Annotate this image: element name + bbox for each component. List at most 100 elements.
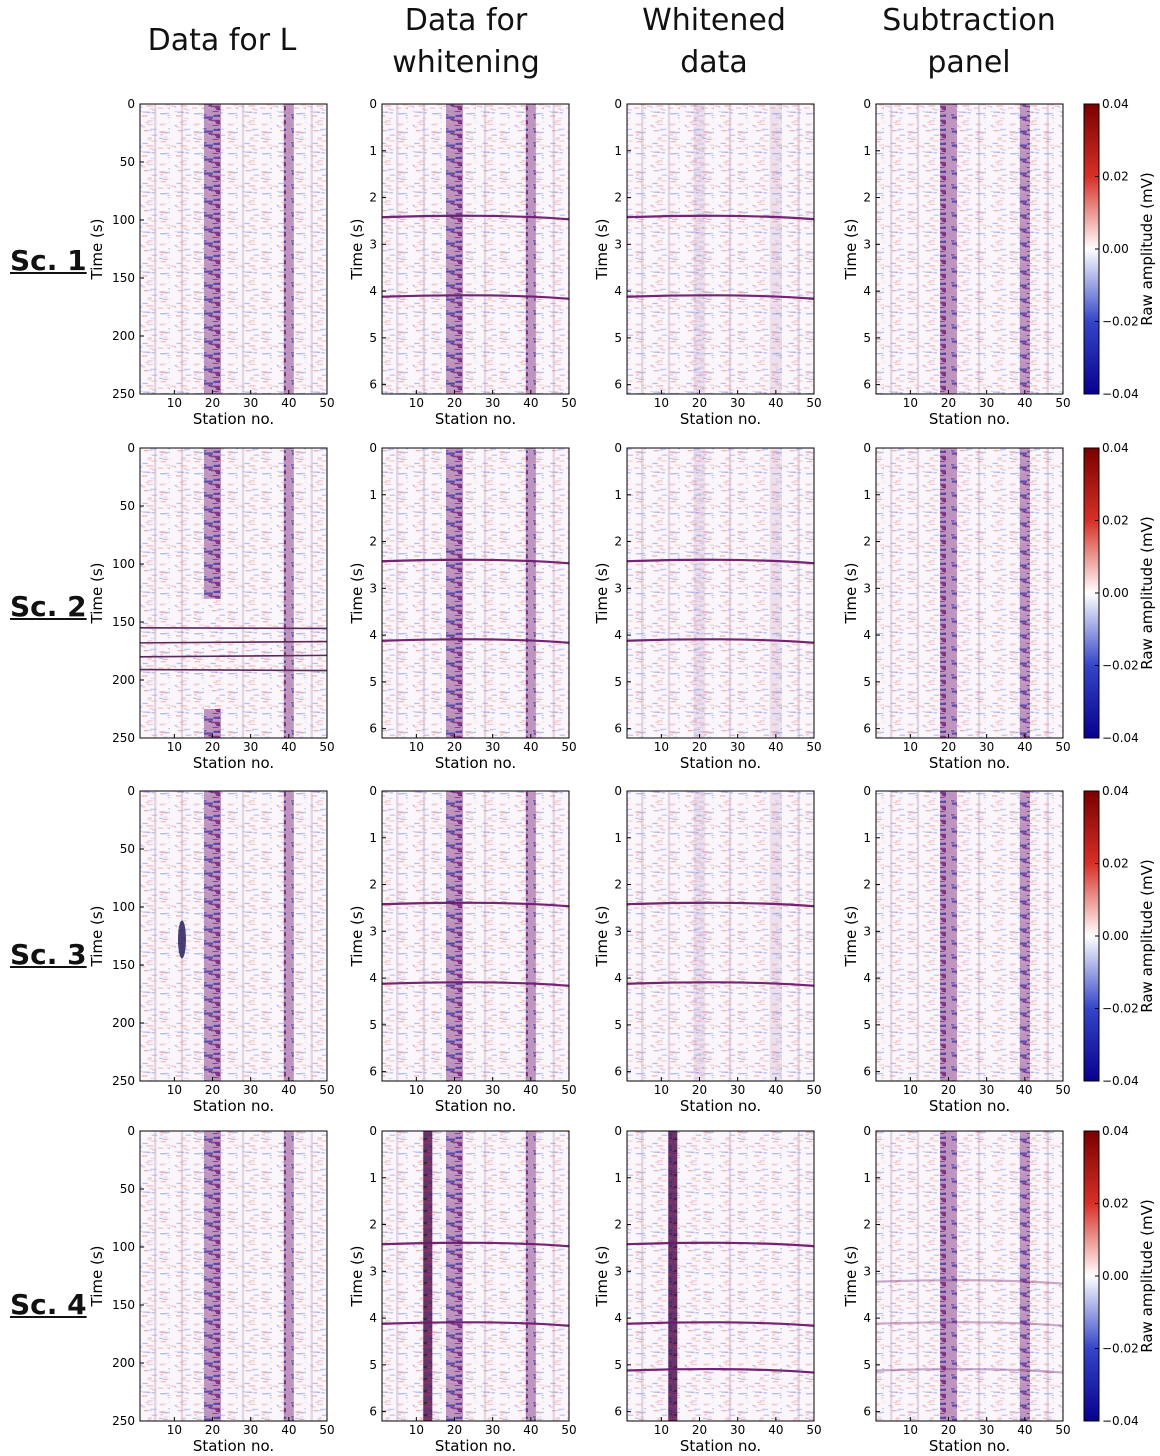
y-tick-label: 100 (112, 557, 135, 571)
y-tick-label: 4 (863, 284, 871, 298)
station-trace (797, 104, 800, 394)
y-tick-label: 1 (614, 144, 622, 158)
axes-frame (626, 447, 815, 739)
y-tick-label: 6 (614, 378, 622, 392)
axes-frame (875, 103, 1064, 395)
axes-frame (139, 790, 328, 1082)
y-tick-label: 200 (112, 1016, 135, 1030)
y-tick-label: 3 (614, 924, 622, 938)
colorbar-tick-label: −0.02 (1102, 659, 1139, 673)
y-tick-label: 6 (863, 1065, 871, 1079)
arrival-line (381, 558, 570, 565)
arrival-line (875, 1279, 1064, 1285)
y-tick-label: 3 (369, 1264, 377, 1278)
station-trace (154, 791, 157, 1081)
panel-r3-c1: 10 20 30 40 50 Station no. 0 50 100 150 200 250 Time… (88, 784, 335, 1115)
station-trace (890, 104, 893, 394)
station-trace (180, 104, 184, 394)
axes-frame (381, 790, 570, 1082)
arrival-line (626, 214, 815, 221)
station-trace (396, 448, 399, 738)
x-tick-label: 50 (806, 1423, 821, 1437)
x-tick-label: 40 (523, 740, 538, 754)
colorbar-tick-label: 0.02 (1102, 857, 1129, 871)
station-trace (977, 104, 981, 394)
y-tick-label: 5 (863, 1358, 871, 1372)
station-trace (797, 448, 800, 738)
x-tick-label: 20 (447, 1083, 462, 1097)
colorbar-tick-label: 0.02 (1102, 514, 1129, 528)
y-tick-label: 1 (863, 831, 871, 845)
y-tick-label: 5 (614, 1018, 622, 1032)
noise-texture (140, 104, 327, 394)
y-tick-label: 4 (863, 628, 871, 642)
station-trace (396, 104, 399, 394)
y-tick-label: 4 (369, 971, 377, 985)
y-tick-label: 0 (863, 97, 871, 111)
noise-burst-line (139, 640, 328, 644)
signal-band (283, 1131, 294, 1421)
x-tick-label: 40 (1017, 1083, 1032, 1097)
station-trace (310, 104, 313, 394)
y-axis-label: Time (s) (842, 1246, 860, 1308)
noise-burst-line (139, 626, 328, 630)
x-tick-label: 30 (243, 740, 258, 754)
signal-band (1019, 791, 1030, 1081)
arrival-line (626, 294, 815, 300)
y-tick-label: 2 (863, 535, 871, 549)
y-tick-label: 2 (614, 878, 622, 892)
x-tick-label: 40 (281, 1083, 296, 1097)
arrival-line (381, 214, 570, 221)
x-tick-label: 10 (654, 1083, 669, 1097)
y-tick-label: 3 (369, 924, 377, 938)
x-tick-label: 10 (654, 740, 669, 754)
x-tick-label: 10 (167, 1423, 182, 1437)
x-tick-label: 20 (941, 1083, 956, 1097)
x-tick-label: 10 (654, 396, 669, 410)
x-tick-label: 10 (409, 740, 424, 754)
panel-r4-c4: 10 20 30 40 50 Station no. 0 1 2 3 4 5 6 Time (s) (842, 1124, 1071, 1455)
y-tick-label: 4 (863, 1311, 871, 1325)
colorbar-tick-label: 0.02 (1102, 1197, 1129, 1211)
column-title-4: Subtraction panel (882, 3, 1056, 80)
panel-r3-c4: 10 20 30 40 50 Station no. 0 1 2 3 4 5 6 Time (s) (842, 784, 1071, 1115)
y-tick-label: 1 (614, 831, 622, 845)
column-title-2: Data for whitening (392, 3, 540, 80)
signal-band (668, 1131, 678, 1421)
y-axis-label: Time (s) (593, 563, 611, 625)
y-tick-label: 0 (614, 1124, 622, 1138)
y-tick-label: 3 (369, 237, 377, 251)
y-tick-label: 5 (614, 1358, 622, 1372)
panel-r2-c3: 10 20 30 40 50 Station no. 0 1 2 3 4 5 6 Time (s) (593, 441, 822, 772)
x-tick-label: 50 (806, 396, 821, 410)
station-trace (797, 791, 800, 1081)
y-tick-label: 0 (863, 1124, 871, 1138)
axes-frame (139, 447, 328, 739)
station-trace (641, 104, 644, 394)
signal-band (283, 448, 294, 599)
noise-texture (627, 791, 814, 1081)
x-tick-label: 30 (730, 396, 745, 410)
axes-frame (626, 1130, 815, 1422)
signal-band (940, 104, 958, 394)
signal-band (940, 448, 958, 738)
x-tick-label: 10 (903, 1423, 918, 1437)
noise-texture (140, 1131, 327, 1421)
x-tick-label: 40 (768, 1083, 783, 1097)
axes-frame (626, 790, 815, 1082)
y-tick-label: 3 (863, 924, 871, 938)
y-axis-label: Time (s) (842, 906, 860, 968)
signal-band (940, 791, 958, 1081)
y-tick-label: 3 (614, 1264, 622, 1278)
y-axis-label: Time (s) (88, 1246, 106, 1308)
y-tick-label: 250 (112, 1414, 135, 1428)
x-tick-label: 30 (730, 740, 745, 754)
x-axis-label: Station no. (680, 410, 761, 428)
station-trace (310, 791, 313, 1081)
y-tick-label: 6 (369, 1065, 377, 1079)
y-tick-label: 2 (614, 535, 622, 549)
column-title-3: Whitened data (642, 3, 786, 80)
y-tick-label: 3 (614, 581, 622, 595)
x-tick-label: 10 (654, 1423, 669, 1437)
y-tick-label: 5 (369, 1018, 377, 1032)
